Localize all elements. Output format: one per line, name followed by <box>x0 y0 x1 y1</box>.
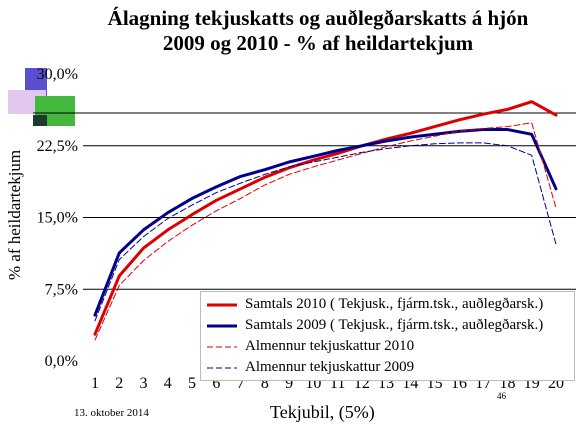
legend-swatch <box>207 303 237 306</box>
x-tick-label: 4 <box>164 375 172 392</box>
chart-title: Álagning tekjuskatts og auðlegðarskatts … <box>60 6 576 56</box>
legend-item: Almennur tekjuskattur 2010 <box>207 336 570 357</box>
page-number: 46 <box>497 391 506 401</box>
x-tick-label: 5 <box>188 375 196 392</box>
y-axis-label: % af heildartekjum <box>5 149 24 281</box>
series-lines <box>93 100 558 341</box>
title-line-2: 2009 og 2010 - % af heildartekjum <box>162 31 474 55</box>
y-tick-label: 22,5% <box>37 138 78 155</box>
series-line <box>93 128 558 317</box>
y-tick-label: 15,0% <box>37 210 78 227</box>
legend-swatch <box>207 324 237 327</box>
x-tick-label: 9 <box>285 375 293 392</box>
x-tick-label: 3 <box>140 375 148 392</box>
x-tick-label: 8 <box>261 375 269 392</box>
legend-label: Almennur tekjuskattur 2009 <box>245 359 415 375</box>
legend-label: Almennur tekjuskattur 2010 <box>245 338 415 354</box>
legend-item: Samtals 2009 ( Tekjusk., fjárm.tsk., auð… <box>207 315 570 336</box>
legend-item: Almennur tekjuskattur 2009 <box>207 357 570 378</box>
y-tick-labels: 0,0% 7,5% 15,0% 22,5% 30,0% <box>37 66 78 370</box>
y-tick-label: 7,5% <box>45 281 78 298</box>
y-tick-label: 0,0% <box>45 353 78 370</box>
legend-swatch <box>207 346 237 347</box>
x-tick-label: 1 <box>91 375 99 392</box>
title-line-1: Álagning tekjuskatts og auðlegðarskatts … <box>107 6 529 30</box>
series-line <box>93 100 558 336</box>
series-line <box>94 142 557 322</box>
legend-swatch <box>207 367 237 368</box>
x-axis-label: Tekjubil, (5%) <box>270 402 375 422</box>
x-tick-label: 2 <box>115 375 123 392</box>
legend-label: Samtals 2010 ( Tekjusk., fjárm.tsk., auð… <box>245 296 544 312</box>
decorative-squares <box>8 68 75 126</box>
x-tick-label: 7 <box>237 375 245 392</box>
legend: Samtals 2010 ( Tekjusk., fjárm.tsk., auð… <box>200 291 575 381</box>
footer-date: 13. oktober 2014 <box>74 407 149 419</box>
dark-square <box>33 115 47 126</box>
series-line <box>94 122 557 341</box>
gridlines <box>83 145 576 290</box>
y-tick-label: 30,0% <box>37 66 78 83</box>
legend-label: Samtals 2009 ( Tekjusk., fjárm.tsk., auð… <box>245 317 544 333</box>
legend-item: Samtals 2010 ( Tekjusk., fjárm.tsk., auð… <box>207 294 570 315</box>
x-tick-label: 6 <box>212 375 220 392</box>
